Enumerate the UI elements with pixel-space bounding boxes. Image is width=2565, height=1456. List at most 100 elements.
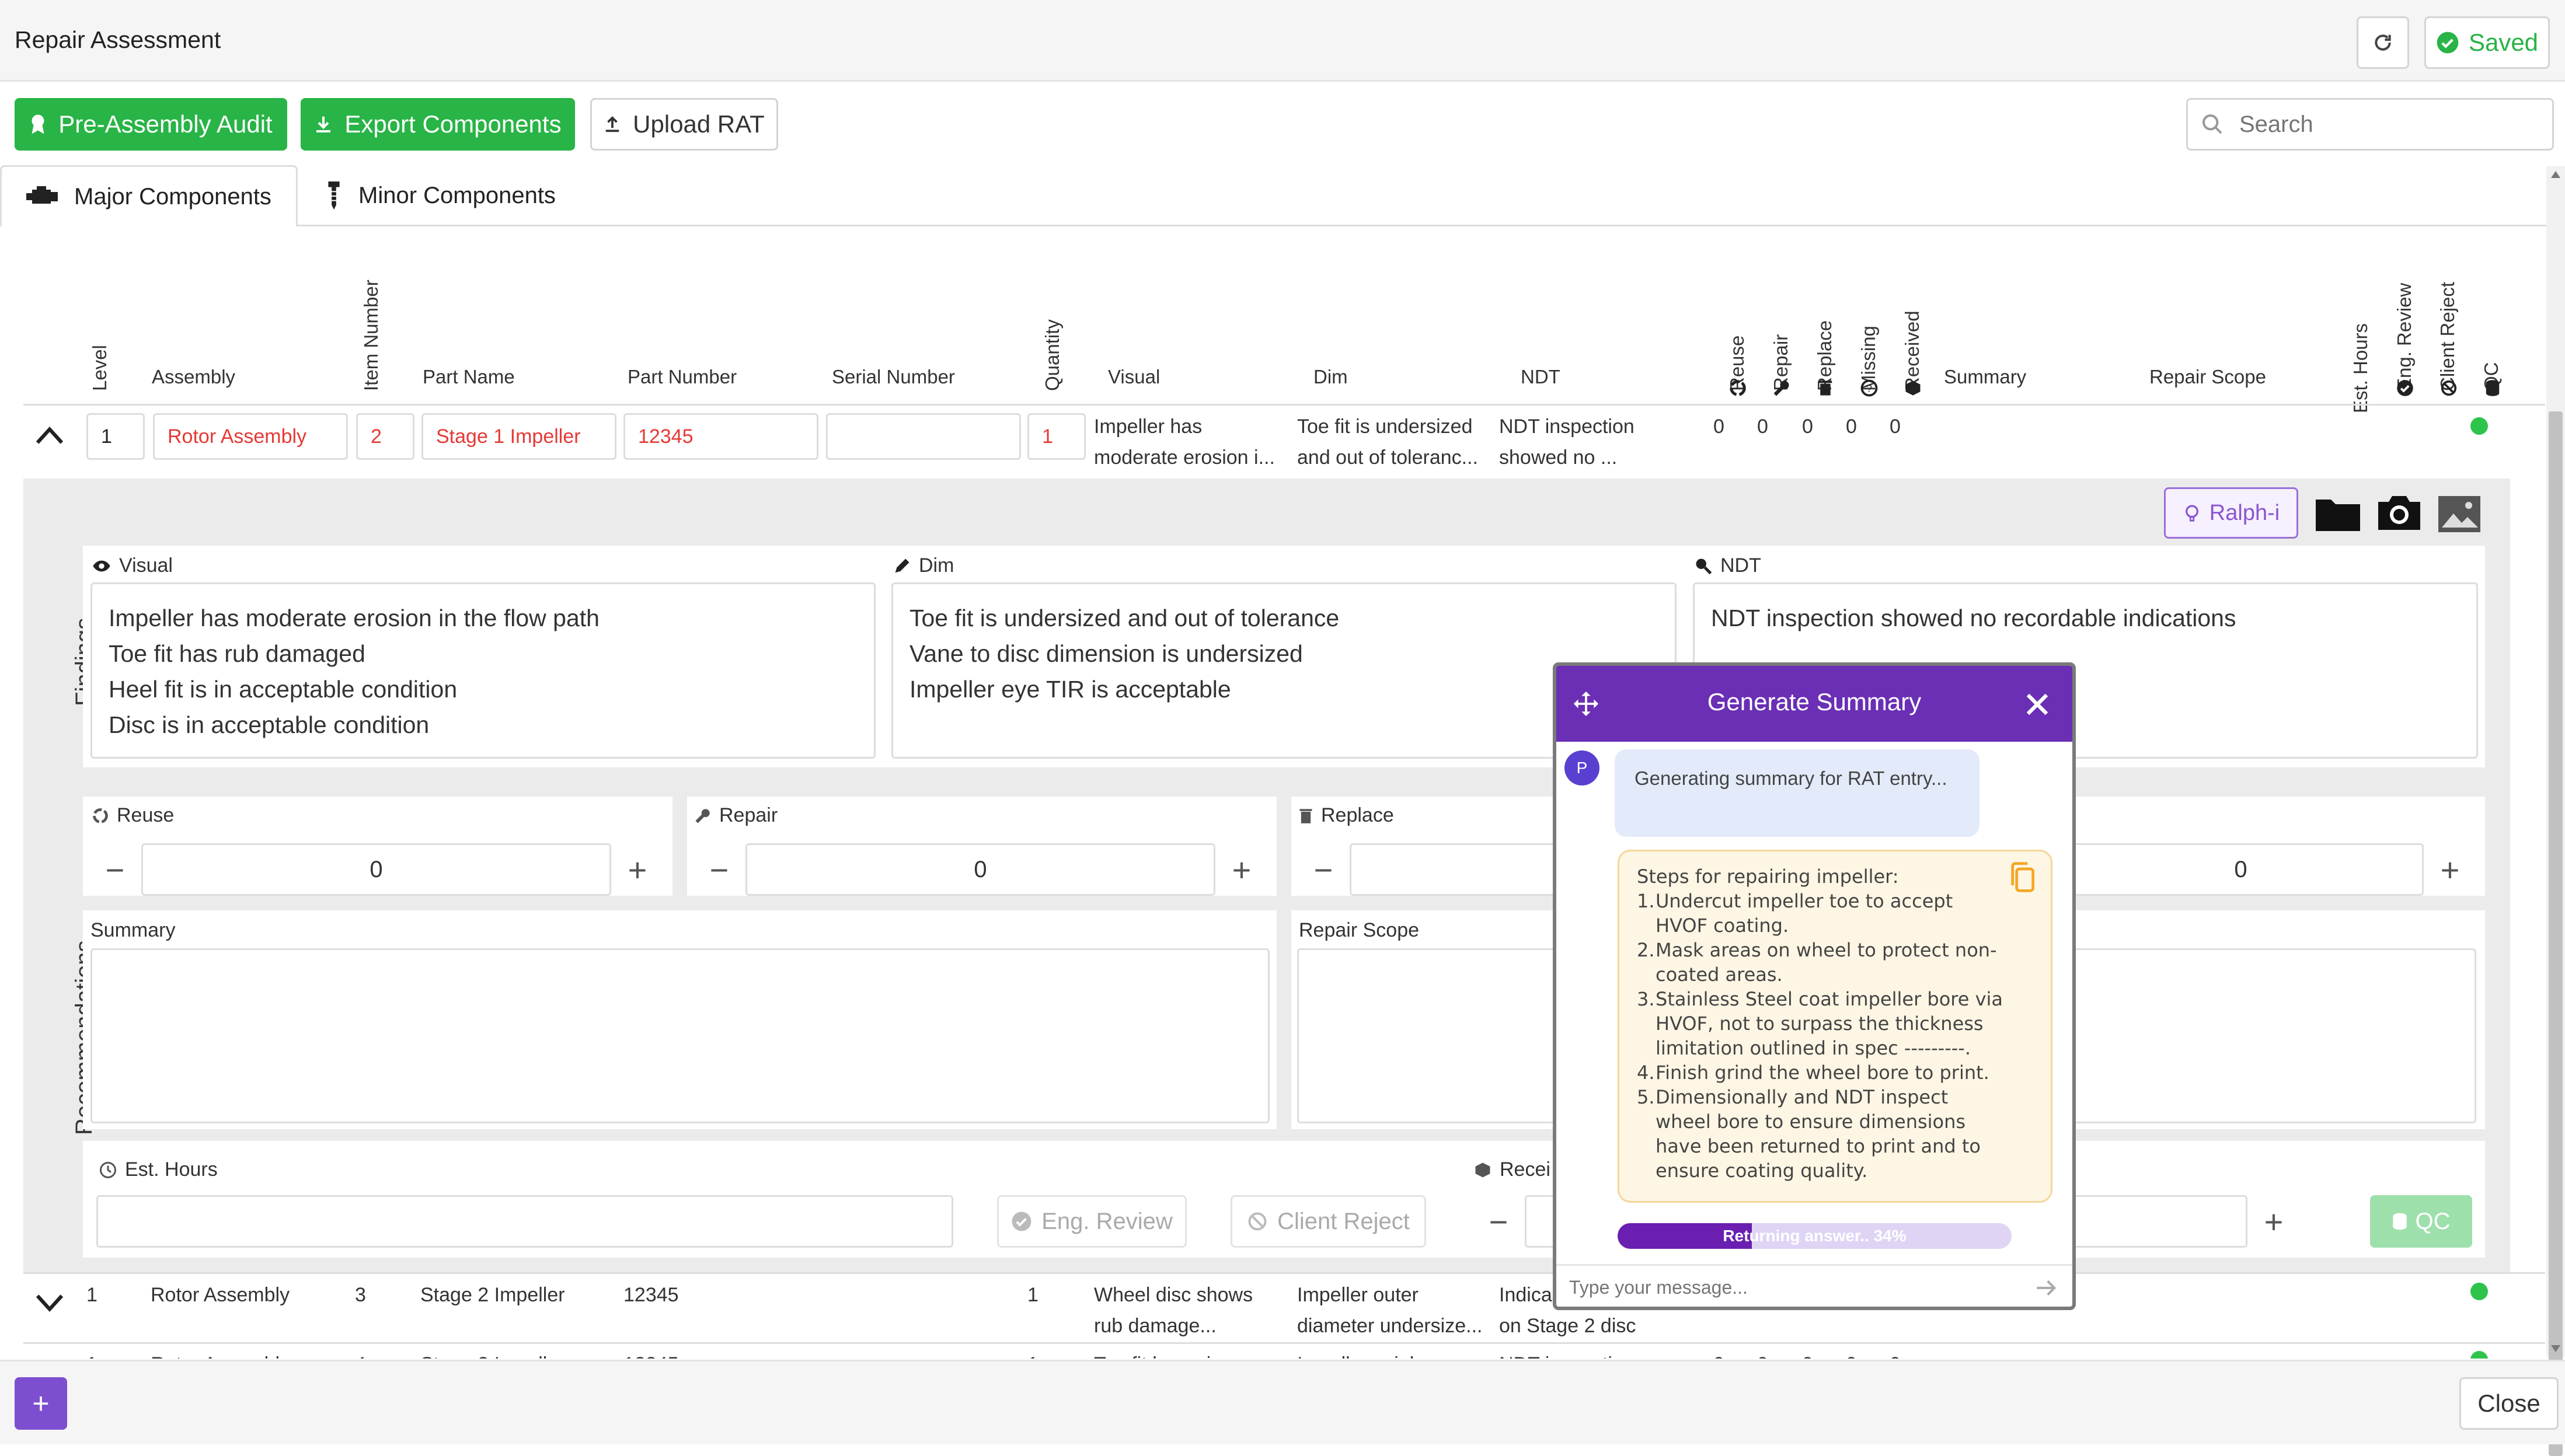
qc-button[interactable]: QC <box>2370 1195 2472 1248</box>
box-icon <box>1475 1162 1490 1177</box>
dim-preview: Toe fit is undersized <box>1297 415 1473 438</box>
dim-textarea[interactable]: Toe fit is undersized and out of toleran… <box>891 582 1677 759</box>
tab-major-components[interactable]: Major Components <box>0 165 298 226</box>
level-value: 1 <box>86 1284 97 1306</box>
ralph-i-button[interactable]: Ralph-i <box>2164 487 2298 539</box>
est-hours-label: Est. Hours <box>99 1158 218 1181</box>
dim-preview: Impeller axial <box>1297 1353 1414 1359</box>
copy-icon[interactable] <box>2008 861 2037 893</box>
chat-message-input[interactable] <box>1568 1274 2014 1301</box>
step-text: Finish grind the wheel bore to print. <box>1656 1060 1989 1085</box>
generate-summary-dialog: Generate Summary P Generating summary fo… <box>1553 662 2076 1310</box>
refresh-button[interactable] <box>2357 16 2409 69</box>
saved-label: Saved <box>2468 29 2539 56</box>
increment-button[interactable]: + <box>2440 851 2460 888</box>
visual-preview: moderate erosion i... <box>1094 446 1275 469</box>
decrement-button[interactable]: − <box>1313 851 1333 888</box>
received-stepper-right[interactable]: + <box>2072 1195 2300 1248</box>
step-line: coated areas. <box>1656 963 1783 986</box>
steps-list: 1. Undercut impeller toe to accept HVOF co… <box>1637 889 2033 1183</box>
serial-number-field[interactable] <box>826 413 1021 460</box>
folder-icon[interactable] <box>2315 495 2361 532</box>
database-icon <box>2486 380 2500 396</box>
chevron-up-icon[interactable] <box>35 425 64 446</box>
missing-count: 0 <box>1846 415 1857 438</box>
image-icon[interactable] <box>2437 495 2482 533</box>
col-repair-scope: Repair Scope <box>2149 366 2266 387</box>
send-arrow-icon[interactable] <box>2035 1277 2058 1298</box>
scroll-down-arrow[interactable] <box>2551 1345 2560 1352</box>
add-button[interactable]: + <box>15 1377 67 1430</box>
part-name-field[interactable]: Stage 1 Impeller <box>421 413 616 460</box>
chevron-down-icon[interactable] <box>35 1293 64 1314</box>
item-number-value: 4 <box>355 1353 366 1359</box>
reuse-count: 0 <box>1713 415 1724 438</box>
step-number: 2. <box>1637 939 1655 961</box>
repair-value[interactable]: 0 <box>745 843 1215 896</box>
progress-fill <box>1618 1223 1752 1249</box>
upload-rat-button[interactable]: Upload RAT <box>590 98 778 151</box>
repair-count: 0 <box>1757 415 1768 438</box>
assembly-field[interactable]: Rotor Assembly <box>153 413 348 460</box>
increment-button[interactable]: + <box>628 851 647 888</box>
search-icon <box>2202 114 2222 134</box>
scroll-up-arrow[interactable] <box>2551 171 2560 178</box>
header-divider <box>23 404 2545 406</box>
award-icon <box>32 114 44 134</box>
repair-stepper[interactable]: − 0 + <box>693 843 1268 896</box>
part-number-field[interactable]: 12345 <box>623 413 818 460</box>
reuse-value[interactable]: 0 <box>141 843 611 896</box>
missing-value[interactable]: 0 <box>2058 843 2424 896</box>
progress-bar: Returning answer.. 34% <box>1618 1223 2012 1249</box>
est-hours-input[interactable] <box>96 1195 953 1248</box>
search-box[interactable] <box>2186 98 2554 151</box>
level-field[interactable]: 1 <box>86 413 145 460</box>
visual-textarea[interactable]: Impeller has moderate erosion in the flo… <box>90 582 876 759</box>
decrement-button[interactable]: − <box>709 851 729 888</box>
item-number-field[interactable]: 2 <box>356 413 414 460</box>
reuse-stepper[interactable]: − 0 + <box>89 843 664 896</box>
refresh-icon <box>2375 34 2391 51</box>
dim-preview: diameter undersize... <box>1297 1315 1483 1337</box>
increment-button[interactable]: + <box>2264 1203 2284 1240</box>
missing-stepper[interactable]: 0 + <box>2058 843 2476 896</box>
close-icon[interactable] <box>2023 690 2051 718</box>
step-line: Finish grind the wheel bore to print. <box>1656 1062 1989 1084</box>
row-clip-area: 1 Rotor Assembly 4 Stage 3 Impeller 1234… <box>23 1342 2545 1359</box>
decrement-button[interactable]: − <box>1489 1203 1508 1240</box>
scroll-thumb[interactable] <box>2549 411 2563 1456</box>
svg-text:?: ? <box>1866 382 1872 394</box>
search-input[interactable] <box>2238 110 2532 138</box>
received-value[interactable] <box>2072 1195 2247 1248</box>
summary-textarea[interactable] <box>90 948 1270 1123</box>
export-components-button[interactable]: Export Components <box>301 98 575 151</box>
decrement-button[interactable]: − <box>105 851 125 888</box>
progress-label: Returning answer.. 34% <box>1723 1227 1907 1245</box>
user-message-bubble: Generating summary for RAT entry... <box>1615 749 1979 837</box>
dialog-header: Generate Summary <box>1556 666 2072 742</box>
reuse-count: 0 <box>1713 1353 1724 1359</box>
step-item: 3. Stainless Steel coat impeller bore via… <box>1637 987 2033 1060</box>
col-est-hours: Est. Hours <box>2350 323 2371 413</box>
col-quantity: Quantity <box>1041 319 1063 391</box>
quantity-field[interactable]: 1 <box>1027 413 1086 460</box>
dim-label: Dim <box>893 554 954 577</box>
vertical-scrollbar[interactable] <box>2546 166 2565 1456</box>
tabs-bar <box>0 225 2551 226</box>
eye-icon <box>93 560 110 571</box>
camera-icon[interactable] <box>2376 492 2423 533</box>
increment-button[interactable]: + <box>1232 851 1252 888</box>
ban-icon <box>2441 380 2457 396</box>
col-serial-number: Serial Number <box>832 366 955 387</box>
close-button[interactable]: Close <box>2459 1377 2559 1430</box>
eng-review-button[interactable]: Eng. Review <box>997 1195 1187 1248</box>
pre-assembly-audit-button[interactable]: Pre-Assembly Audit <box>15 98 287 151</box>
step-line: Undercut impeller toe to accept <box>1656 890 1953 912</box>
tab-minor-components[interactable]: Minor Components <box>327 165 595 226</box>
status-dot <box>2470 1351 2488 1359</box>
client-reject-button[interactable]: Client Reject <box>1231 1195 1426 1248</box>
steps-title: Steps for repairing impeller: <box>1637 865 1899 888</box>
assembly-value: Rotor Assembly <box>151 1353 290 1359</box>
move-icon[interactable] <box>1573 690 1599 717</box>
visual-label: Visual <box>92 554 173 577</box>
